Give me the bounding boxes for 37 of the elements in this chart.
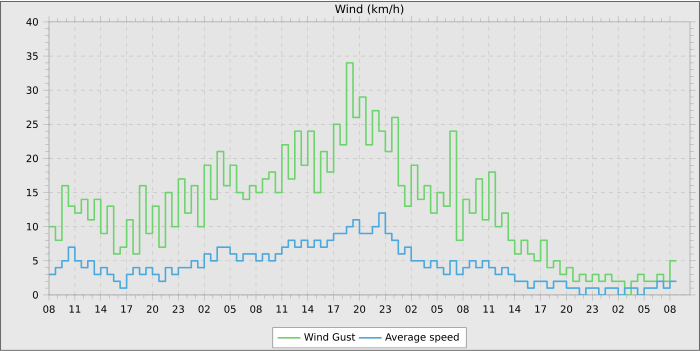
x-tick-label: 17 [535,305,546,313]
y-tick-label: 25 [26,120,38,128]
x-tick-label: 11 [484,305,494,313]
y-tick-label: 35 [26,52,38,60]
y-tick-label: 20 [26,154,38,162]
x-tick-label: 02 [198,305,210,313]
y-tick-label: 5 [33,257,38,265]
y-tick-label: 0 [32,291,38,299]
x-tick-label: 23 [380,305,391,313]
x-tick-label: 05 [431,305,443,313]
x-tick-label: 08 [43,305,55,313]
x-tick-label: 20 [354,305,366,313]
x-tick-label: 14 [95,305,107,313]
y-tick-label: 30 [26,86,38,94]
x-tick-label: 02 [612,305,624,313]
legend-label: Average speed [385,333,459,343]
x-tick-label: 11 [276,305,288,313]
x-tick-label: 17 [121,305,132,313]
y-tick-label: 10 [26,222,38,230]
x-tick-label: 05 [638,305,650,313]
x-tick-label: 23 [172,305,184,313]
x-tick-label: 17 [328,305,340,313]
legend-label: Wind Gust [304,333,356,341]
x-tick-label: 08 [457,305,469,313]
x-tick-label: 05 [224,305,236,313]
x-tick-label: 02 [406,305,417,313]
x-tick-label: 20 [560,305,572,313]
x-tick-label: 08 [250,305,262,313]
x-tick-label: 23 [586,305,598,313]
x-tick-label: 14 [302,305,314,313]
y-tick-label: 40 [26,18,38,26]
x-tick-label: 08 [664,305,676,313]
x-tick-label: 11 [70,305,80,313]
chart-title: Wind (km/h) [335,4,404,15]
x-tick-label: 20 [146,305,158,313]
y-tick-label: 15 [26,188,38,196]
x-tick-label: 14 [509,305,521,313]
